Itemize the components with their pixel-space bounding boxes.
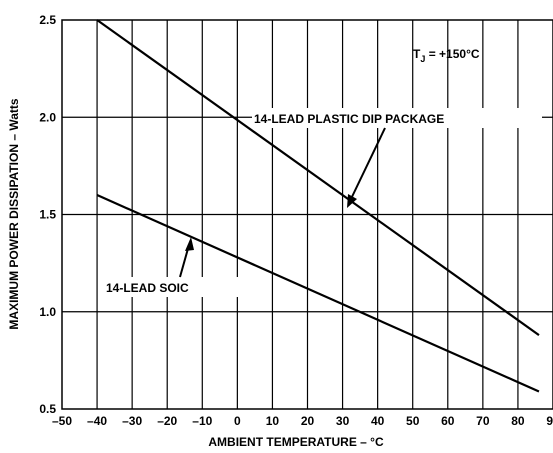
soic-series-label: 14-LEAD SOIC <box>106 281 189 295</box>
soic-arrow-head <box>185 237 194 251</box>
y-tick-label: 1.0 <box>39 305 56 319</box>
dip-arrow-head <box>347 194 357 208</box>
x-tick-label: –20 <box>157 414 177 428</box>
y-tick-label: 2.5 <box>39 13 56 27</box>
x-tick-labels: –50 –40 –30 –20 –10 0 10 20 30 40 50 60 70 80 90 <box>52 414 553 428</box>
grid-lines <box>62 20 553 409</box>
tj-subscript: J <box>420 54 425 64</box>
dip-series-label: 14-LEAD PLASTIC DIP PACKAGE <box>254 112 444 126</box>
x-tick-label: 50 <box>406 414 420 428</box>
x-tick-label: –50 <box>52 414 72 428</box>
x-tick-label: –40 <box>87 414 107 428</box>
x-axis-title: AMBIENT TEMPERATURE – °C <box>208 435 384 449</box>
x-tick-label: 20 <box>301 414 315 428</box>
x-tick-label: 90 <box>546 414 553 428</box>
y-tick-labels: 0.5 1.0 1.5 2.0 2.5 <box>39 13 56 416</box>
y-tick-label: 0.5 <box>39 402 56 416</box>
x-tick-label: –30 <box>122 414 142 428</box>
series-lines <box>96 19 540 393</box>
x-tick-label: 70 <box>476 414 490 428</box>
y-axis-title: MAXIMUM POWER DISSIPATION – Watts <box>7 98 21 329</box>
x-tick-label: 0 <box>234 414 241 428</box>
series-line-0 <box>96 19 540 336</box>
x-tick-label: 30 <box>336 414 350 428</box>
plot-frame <box>61 19 553 410</box>
tj-annotation: TJ = +150°C <box>413 47 480 64</box>
x-tick-label: 60 <box>441 414 455 428</box>
tj-value: = +150°C <box>425 47 480 61</box>
x-tick-label: 80 <box>511 414 525 428</box>
x-tick-label: –10 <box>192 414 212 428</box>
dip-leader-arrow <box>349 127 386 202</box>
y-tick-label: 2.0 <box>39 110 56 124</box>
y-tick-label: 1.5 <box>39 208 56 222</box>
x-tick-label: 10 <box>266 414 280 428</box>
dip-label-bg <box>252 108 542 128</box>
tj-symbol: T <box>413 47 421 61</box>
series-line-1 <box>96 194 540 393</box>
soic-label-bg <box>104 277 244 297</box>
x-tick-label: 40 <box>371 414 385 428</box>
